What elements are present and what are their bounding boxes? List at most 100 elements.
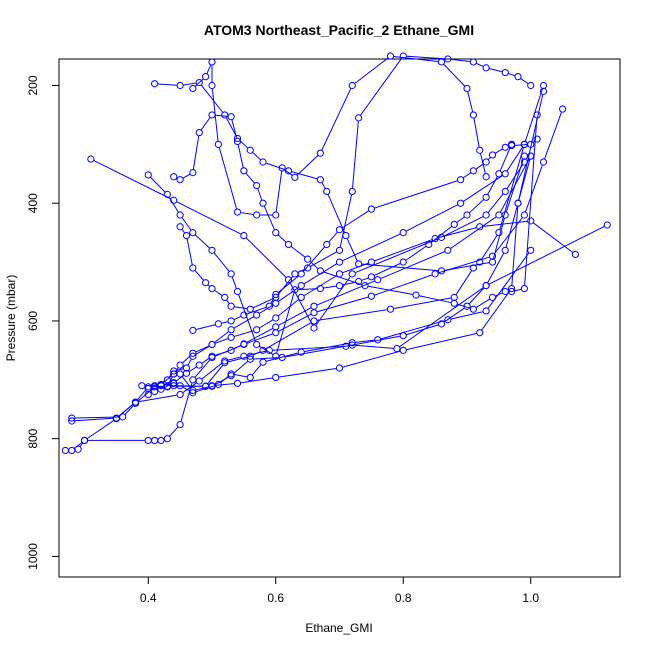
data-point (444, 316, 452, 324)
series-segment (194, 359, 211, 378)
data-point (335, 364, 344, 372)
data-point (144, 390, 152, 399)
data-point (195, 361, 203, 369)
series-segment (360, 58, 402, 116)
series-segment (233, 344, 242, 350)
series-segment (524, 118, 538, 286)
data-point (182, 369, 191, 377)
series-segment (505, 206, 518, 248)
series-segment (225, 117, 237, 136)
series-segment (380, 251, 445, 279)
series-segment (317, 296, 369, 313)
series-segment (278, 307, 312, 326)
series-6 (157, 246, 535, 397)
series-segment (361, 277, 369, 281)
series-segment (339, 194, 353, 248)
data-point (476, 258, 484, 266)
data-point (520, 211, 528, 219)
series-segment (259, 345, 274, 355)
series-segment (457, 303, 471, 309)
data-point (399, 52, 407, 60)
series-segment (215, 383, 235, 386)
data-point (527, 81, 535, 90)
data-point (425, 240, 433, 249)
data-point (240, 167, 248, 175)
data-point (316, 284, 324, 293)
data-point (316, 149, 324, 157)
data-point (221, 293, 229, 301)
series-segment (481, 291, 511, 331)
series-segment (215, 114, 228, 117)
series-segment (151, 385, 158, 389)
data-point (189, 169, 197, 177)
data-point (304, 255, 312, 263)
series-segment (297, 155, 319, 176)
series-segment (215, 338, 229, 344)
data-point (272, 314, 280, 322)
data-point (151, 387, 159, 396)
series-segment (469, 199, 484, 214)
series-segment (186, 238, 193, 265)
data-point (527, 140, 535, 148)
data-point (221, 111, 229, 119)
data-point (240, 231, 248, 240)
axes: 0.4 0.6 0.8 1.0 200 400 600 800 1000 (26, 75, 539, 605)
data-point (176, 420, 184, 429)
series-segment (246, 333, 273, 344)
x-tick-label: 0.6 (267, 591, 284, 605)
data-point (520, 152, 528, 160)
data-point (227, 270, 235, 278)
series-segment (194, 270, 204, 281)
series-segment (93, 160, 171, 200)
data-point (469, 264, 477, 272)
series-segment (176, 201, 242, 235)
data-point (501, 246, 509, 254)
series-segment (393, 55, 439, 63)
data-point (367, 292, 375, 300)
series-segment (195, 385, 216, 393)
data-point (163, 376, 171, 384)
data-point (463, 211, 471, 219)
series-segment (207, 284, 210, 287)
data-point (272, 290, 280, 299)
data-point (189, 229, 197, 237)
series-segment (342, 281, 356, 286)
data-point (208, 81, 216, 90)
data-point (227, 326, 235, 334)
data-point (246, 146, 254, 154)
data-point (335, 282, 344, 290)
series-segment (187, 359, 192, 366)
series-segment (270, 297, 275, 304)
series-segment (514, 288, 522, 292)
data-point (482, 173, 490, 181)
series-segment (278, 275, 299, 293)
series-segment (321, 88, 352, 151)
data-point (348, 341, 356, 349)
series-segment (321, 182, 326, 189)
series-segment (239, 140, 249, 149)
series-segment (214, 290, 223, 296)
data-point (163, 190, 171, 198)
series-segment (323, 271, 362, 286)
data-point (476, 223, 484, 231)
data-point (233, 379, 242, 387)
series-segment (231, 119, 238, 139)
data-point (272, 229, 280, 237)
data-point (189, 326, 197, 334)
data-point (310, 324, 318, 332)
series-segment (253, 298, 273, 309)
y-tick-label: 800 (26, 428, 40, 448)
data-point (450, 220, 458, 229)
y-tick-label: 400 (26, 193, 40, 213)
data-point (189, 84, 197, 93)
data-point (227, 317, 235, 325)
series-segment (506, 146, 523, 172)
series-segment (298, 288, 318, 291)
series-segment (245, 173, 255, 184)
data-point (278, 164, 286, 172)
data-point (310, 302, 318, 310)
data-point (450, 299, 458, 307)
data-point (272, 373, 280, 382)
data-point (316, 267, 324, 275)
data-point (87, 155, 95, 163)
